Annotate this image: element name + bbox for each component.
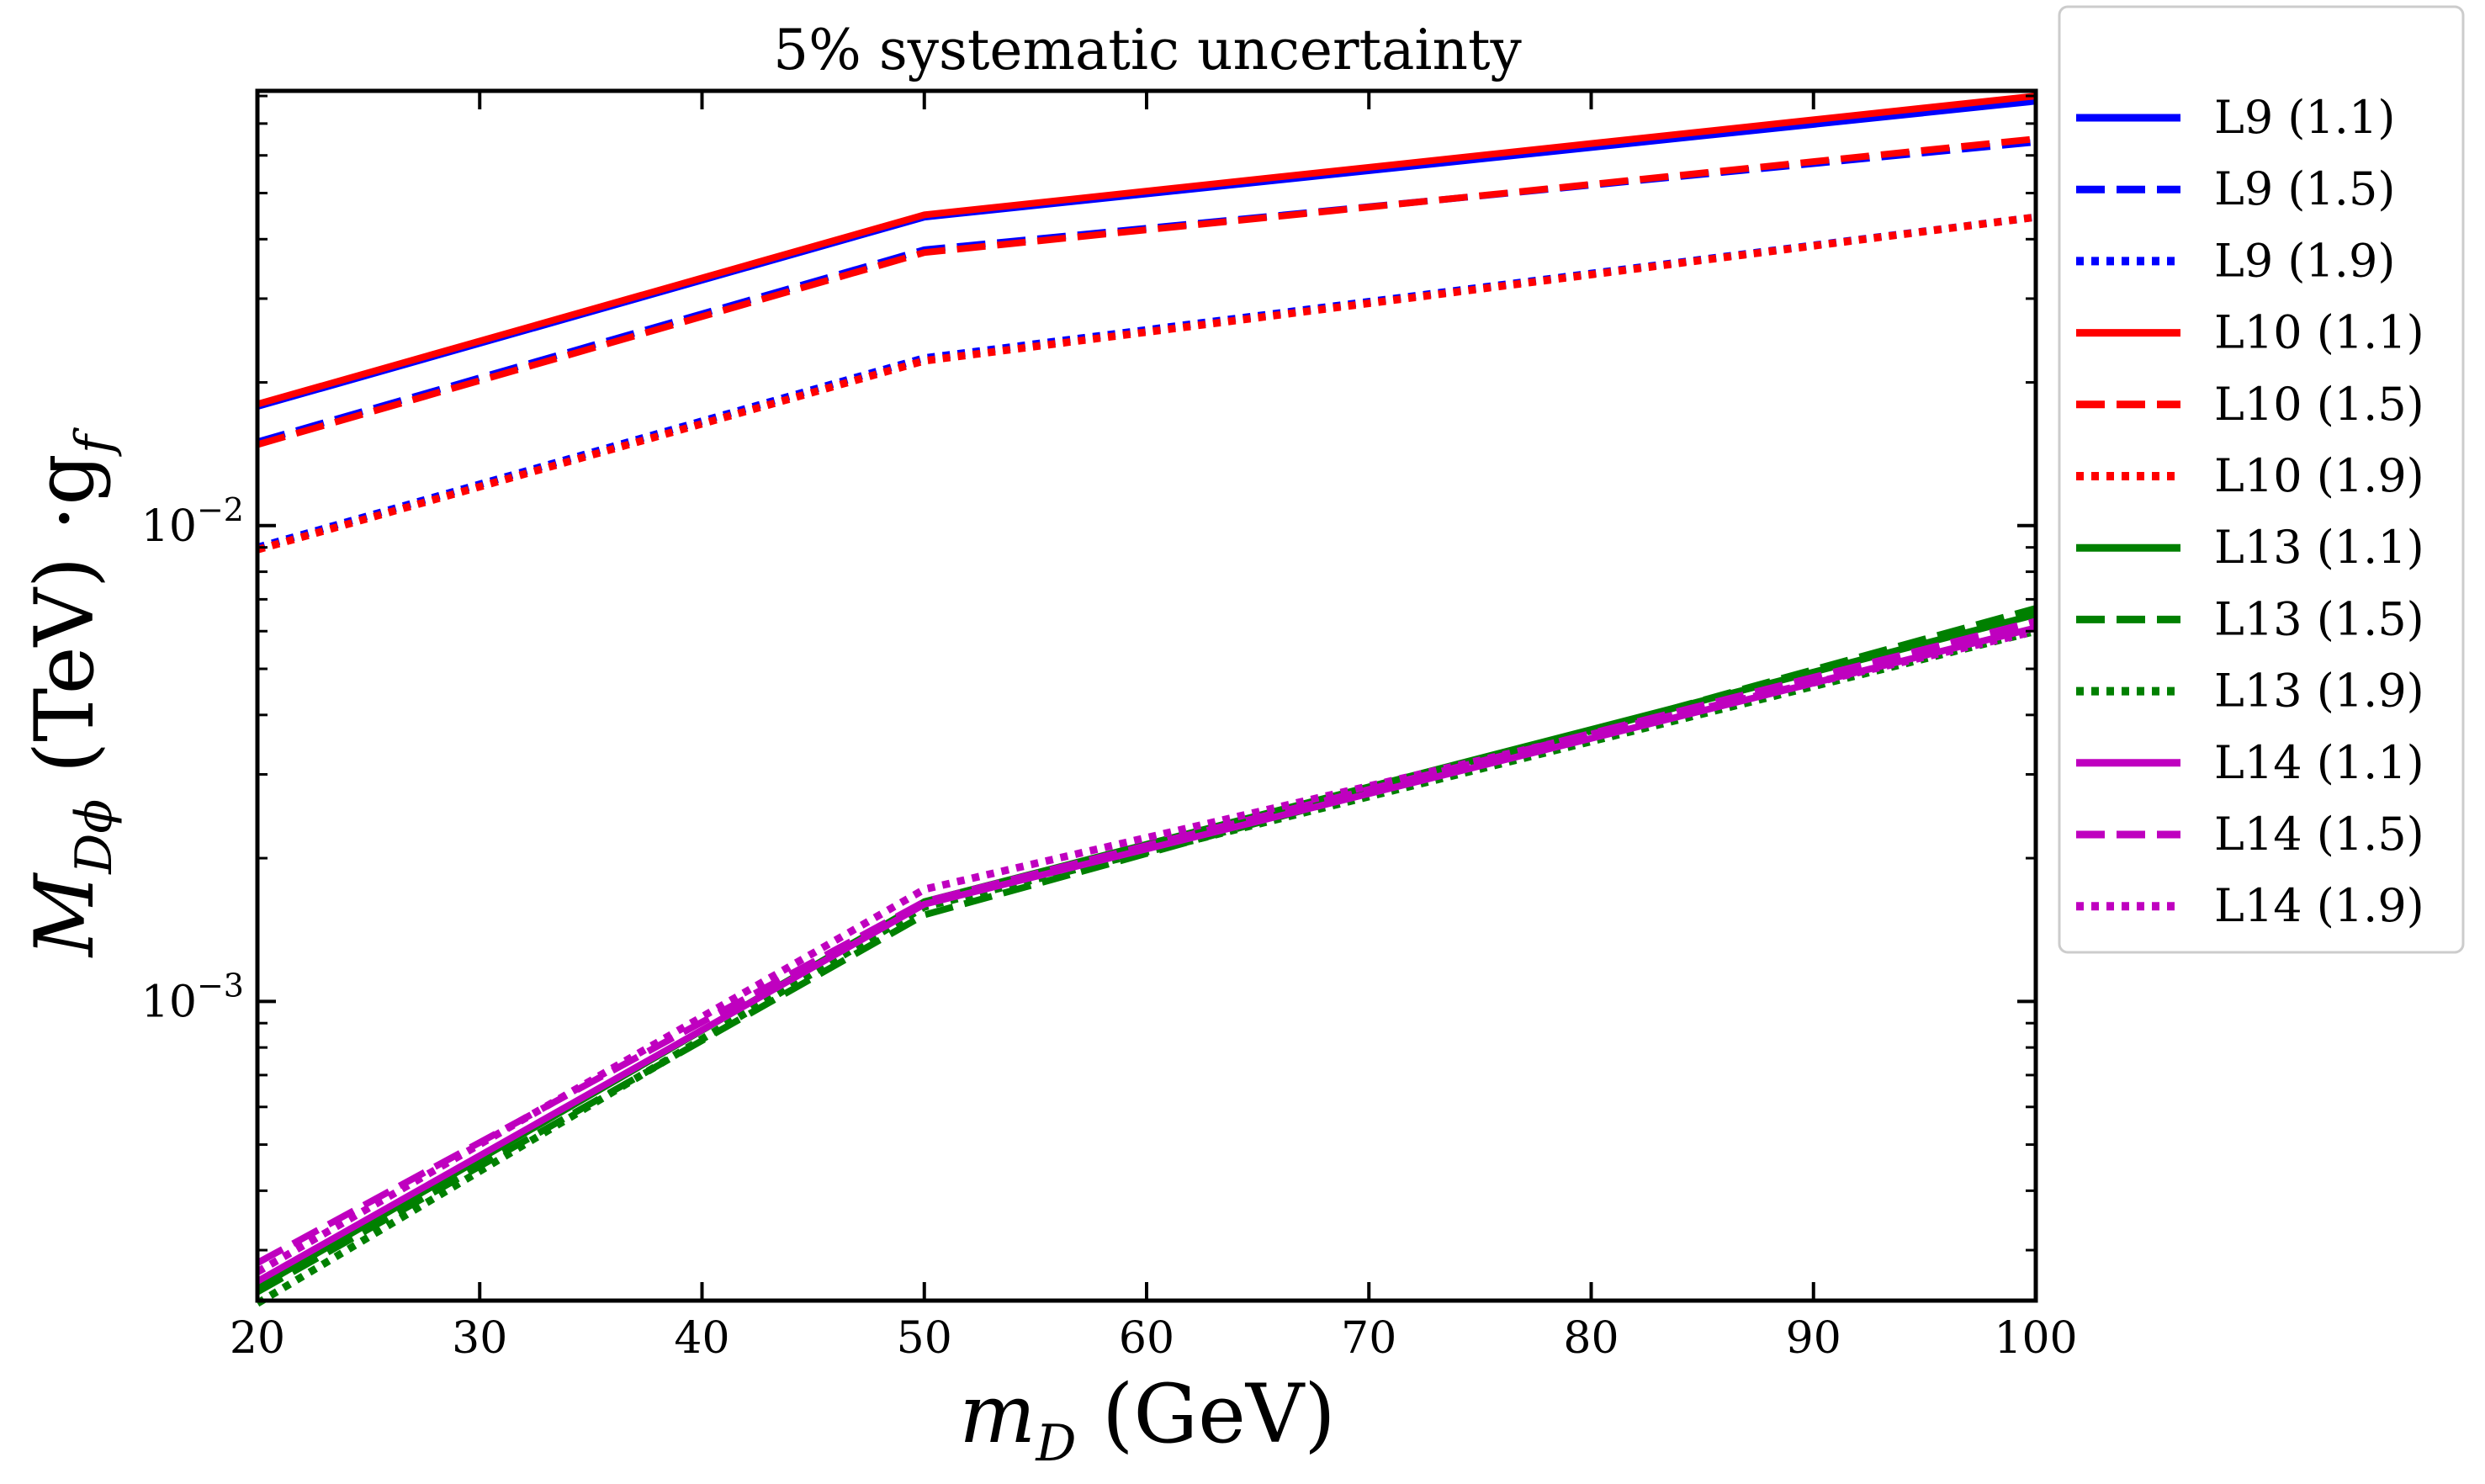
series-line-l14-1-1: [256, 624, 2037, 1285]
legend-box: [2058, 5, 2465, 954]
x-tick-label: 30: [452, 1313, 507, 1364]
legend-item-l14-1-5: L14 (1.5): [2076, 808, 2424, 861]
legend-label: L14 (1.9): [2214, 879, 2424, 932]
series-line-l13-1-5: [256, 605, 2037, 1296]
legend-item-l13-1-1: L13 (1.1): [2076, 521, 2424, 574]
x-axis-label-symbol: m: [959, 1367, 1036, 1461]
y-tick-label: 10−2: [141, 491, 244, 552]
y-axis-label-symbol: M: [18, 872, 112, 958]
legend-item-l10-1-5: L10 (1.5): [2076, 378, 2424, 431]
series-lines: [255, 93, 2037, 1307]
legend-item-l9-1-9: L9 (1.9): [2076, 234, 2395, 287]
series-line-l10-1-1: [256, 93, 2037, 408]
legend-label: L13 (1.9): [2214, 665, 2424, 718]
y-axis-label-subscript-2: f: [65, 427, 124, 457]
axis-ticks: 20 30 40 50 60 70 80 90 100 10−3 10−2: [141, 91, 2078, 1364]
legend-label: L9 (1.5): [2214, 162, 2395, 215]
x-axis-label-subscript: D: [1035, 1414, 1076, 1473]
x-tick-label: 90: [1786, 1313, 1841, 1364]
legend-item-l14-1-9: L14 (1.9): [2076, 879, 2424, 932]
x-axis-label-unit: (GeV): [1076, 1367, 1335, 1461]
legend-item-l9-1-5: L9 (1.5): [2076, 162, 2395, 215]
x-tick-label: 70: [1341, 1313, 1396, 1364]
legend-label: L10 (1.1): [2214, 306, 2424, 359]
y-axis-label-unit: (TeV) ·g: [18, 453, 112, 799]
chart-title: 5% systematic uncertainty: [773, 18, 1522, 82]
series-line-l10-1-5: [256, 135, 2037, 448]
x-tick-label: 100: [1994, 1313, 2077, 1364]
y-axis-label-subscript: Dϕ: [65, 799, 124, 875]
legend-item-l13-1-5: L13 (1.5): [2076, 592, 2424, 645]
axes-frame: [255, 88, 2038, 1303]
series-line-l9-1-9: [256, 213, 2037, 552]
legend-item-l13-1-9: L13 (1.9): [2076, 665, 2424, 718]
legend-item-l10-1-1: L10 (1.1): [2076, 306, 2424, 359]
series-line-l9-1-5: [256, 138, 2037, 446]
y-axis-label: MDϕ (TeV) ·gf: [18, 427, 124, 958]
x-tick-label: 60: [1119, 1313, 1174, 1364]
series-line-l13-1-9: [255, 627, 2037, 1307]
legend-label: L9 (1.1): [2214, 91, 2395, 144]
legend: L9 (1.1) L9 (1.5) L9 (1.9) L10 (1.1) L10 (1.…: [2058, 5, 2465, 954]
series-line-l13-1-1: [255, 611, 2037, 1291]
y-tick-label: 10−3: [141, 967, 244, 1027]
legend-label: L13 (1.1): [2214, 521, 2424, 574]
x-tick-label: 20: [230, 1313, 285, 1364]
x-tick-label: 40: [674, 1313, 729, 1364]
legend-label: L10 (1.9): [2214, 449, 2424, 502]
legend-label: L14 (1.5): [2214, 808, 2424, 861]
legend-label: L9 (1.9): [2214, 234, 2395, 287]
series-line-l14-1-9: [255, 627, 2037, 1275]
x-tick-label: 50: [897, 1313, 952, 1364]
legend-label: L14 (1.1): [2214, 736, 2424, 789]
x-axis-label: mD (GeV): [959, 1367, 1335, 1473]
x-tick-label: 80: [1563, 1313, 1619, 1364]
legend-label: L10 (1.5): [2214, 378, 2424, 431]
legend-item-l14-1-1: L14 (1.1): [2076, 736, 2424, 789]
series-line-l14-1-5: [256, 617, 2037, 1266]
legend-item-l9-1-1: L9 (1.1): [2076, 91, 2395, 144]
legend-label: L13 (1.5): [2214, 592, 2424, 645]
series-line-l10-1-9: [256, 213, 2037, 554]
legend-item-l10-1-9: L10 (1.9): [2076, 449, 2424, 502]
